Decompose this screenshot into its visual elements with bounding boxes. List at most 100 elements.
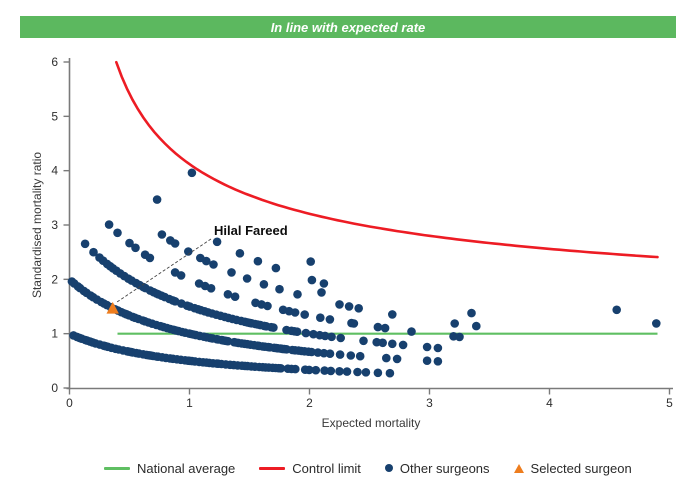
surgeon-point[interactable] <box>104 220 114 229</box>
surgeon-point[interactable] <box>422 342 432 352</box>
surgeon-point[interactable] <box>353 367 362 377</box>
surgeon-point[interactable] <box>253 256 263 266</box>
surgeon-point[interactable] <box>269 323 278 332</box>
legend-item-label: Selected surgeon <box>530 460 632 476</box>
surgeon-point[interactable] <box>300 310 310 319</box>
x-tick-label: 2 <box>306 396 313 410</box>
surgeon-point[interactable] <box>344 302 354 311</box>
y-tick-label: 3 <box>51 218 58 232</box>
surgeon-point[interactable] <box>422 356 432 366</box>
surgeon-point[interactable] <box>202 256 211 266</box>
surgeon-point[interactable] <box>80 239 90 249</box>
surgeon-point[interactable] <box>170 239 180 248</box>
surgeon-point[interactable] <box>380 323 390 333</box>
surgeon-point[interactable] <box>291 364 300 374</box>
surgeon-point[interactable] <box>212 237 222 247</box>
surgeon-point[interactable] <box>359 336 368 346</box>
surgeon-point[interactable] <box>95 253 104 262</box>
annotation-connector-line <box>116 238 212 303</box>
surgeon-point[interactable] <box>307 275 317 285</box>
surgeon-point[interactable] <box>235 249 245 258</box>
surgeon-point[interactable] <box>378 338 388 348</box>
surgeon-point[interactable] <box>361 368 371 377</box>
surgeon-point[interactable] <box>311 365 321 375</box>
surgeon-point[interactable] <box>346 351 356 360</box>
surgeon-point[interactable] <box>125 238 134 248</box>
surgeon-point[interactable] <box>152 195 162 204</box>
surgeon-point[interactable] <box>145 253 155 263</box>
surgeon-point[interactable] <box>263 301 272 311</box>
surgeon-point[interactable] <box>306 257 316 266</box>
surgeon-point[interactable] <box>276 364 286 373</box>
surgeon-point[interactable] <box>184 247 193 256</box>
control-limit-curve <box>115 60 659 259</box>
surgeon-point[interactable] <box>336 333 346 343</box>
surgeon-point[interactable] <box>206 284 216 293</box>
surgeon-point[interactable] <box>472 321 481 331</box>
legend-item-label: National average <box>137 460 236 476</box>
surgeon-point[interactable] <box>450 319 460 328</box>
surgeon-point[interactable] <box>271 263 281 273</box>
surgeon-point[interactable] <box>388 339 397 349</box>
surgeon-point[interactable] <box>309 329 318 339</box>
surgeon-point[interactable] <box>176 271 186 280</box>
surgeon-point[interactable] <box>89 247 98 257</box>
surgeon-point[interactable] <box>292 327 302 337</box>
surgeon-point[interactable] <box>385 368 395 378</box>
surgeon-point[interactable] <box>652 319 661 328</box>
surgeon-point[interactable] <box>355 351 365 361</box>
legend-dot-swatch <box>384 464 393 472</box>
surgeon-point[interactable] <box>209 260 218 269</box>
surgeon-point[interactable] <box>230 292 240 302</box>
surgeon-point[interactable] <box>433 357 443 366</box>
surgeon-point[interactable] <box>223 290 233 299</box>
x-tick-label: 0 <box>66 396 73 410</box>
surgeon-point[interactable] <box>382 353 391 363</box>
legend-line-swatch <box>259 466 286 470</box>
surgeon-point[interactable] <box>307 347 316 357</box>
surgeon-point[interactable] <box>187 168 197 178</box>
surgeon-point[interactable] <box>157 230 167 239</box>
surgeon-point[interactable] <box>316 313 325 323</box>
surgeon-point[interactable] <box>325 315 335 324</box>
x-tick-label: 1 <box>186 396 193 410</box>
surgeon-point[interactable] <box>373 322 383 332</box>
surgeon-point[interactable] <box>131 243 140 253</box>
surgeon-point[interactable] <box>325 349 335 359</box>
surgeon-point[interactable] <box>612 305 621 315</box>
surgeon-point[interactable] <box>304 365 314 375</box>
surgeon-point[interactable] <box>327 332 336 342</box>
surgeon-point[interactable] <box>301 328 311 338</box>
surgeon-point[interactable] <box>455 332 464 342</box>
surgeon-point[interactable] <box>319 279 329 288</box>
surgeon-point[interactable] <box>223 336 233 346</box>
surgeon-point[interactable] <box>388 310 397 319</box>
surgeon-point[interactable] <box>354 304 364 313</box>
surgeon-point[interactable] <box>293 290 302 299</box>
surgeon-point[interactable] <box>349 319 359 328</box>
surgeon-point[interactable] <box>373 368 383 378</box>
surgeon-point[interactable] <box>335 350 345 359</box>
surgeon-point[interactable] <box>320 366 329 375</box>
surgeon-point[interactable] <box>242 274 252 283</box>
surgeon-point[interactable] <box>320 331 330 341</box>
surgeon-point[interactable] <box>392 354 402 364</box>
surgeon-point[interactable] <box>275 284 284 294</box>
surgeon-point[interactable] <box>326 366 336 376</box>
y-tick-label: 0 <box>51 381 58 395</box>
surgeon-point[interactable] <box>290 308 300 317</box>
surgeon-point[interactable] <box>342 367 352 376</box>
surgeon-point[interactable] <box>317 288 326 297</box>
surgeon-point[interactable] <box>398 340 408 350</box>
surgeon-point[interactable] <box>433 343 443 353</box>
surgeon-point[interactable] <box>407 327 416 336</box>
surgeon-point[interactable] <box>467 308 476 318</box>
surgeon-point[interactable] <box>259 280 269 289</box>
surgeon-point[interactable] <box>227 268 236 277</box>
selected-surgeon-marker[interactable] <box>106 301 119 314</box>
surgeon-point[interactable] <box>113 228 122 238</box>
surgeon-point[interactable] <box>335 367 344 376</box>
surgeon-point[interactable] <box>335 300 344 309</box>
